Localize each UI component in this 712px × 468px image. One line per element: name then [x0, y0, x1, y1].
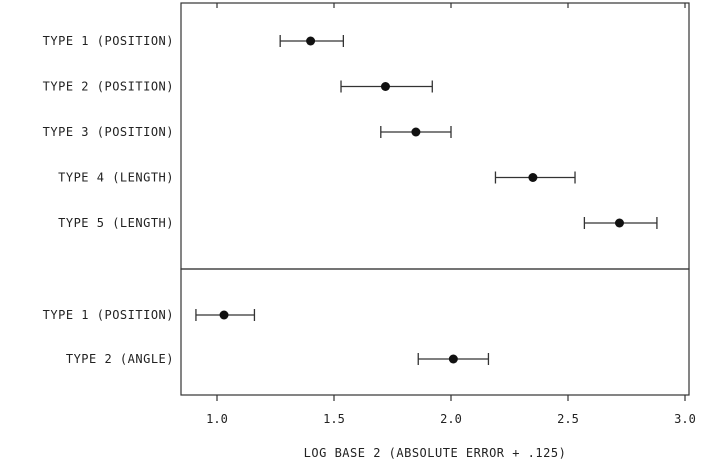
upper-data-point: [614, 218, 624, 228]
x-tick-label: 2.0: [440, 412, 462, 426]
lower-panel-rows: TYPE 1 (POSITION) TYPE 2 (ANGLE): [43, 308, 490, 366]
x-tick-label: 1.0: [206, 412, 228, 426]
lower-row-label: TYPE 1 (POSITION): [43, 308, 174, 322]
upper-data-point: [306, 36, 316, 46]
x-tick-label: 1.5: [323, 412, 345, 426]
upper-row-label: TYPE 1 (POSITION): [43, 34, 174, 48]
x-axis-title: LOG BASE 2 (ABSOLUTE ERROR + .125): [304, 446, 567, 460]
lower-data-point: [219, 310, 229, 320]
upper-data-point: [380, 82, 390, 91]
x-tick-label: 3.0: [674, 412, 696, 426]
upper-row-label: TYPE 4 (LENGTH): [58, 171, 174, 185]
upper-panel-rows: TYPE 1 (POSITION) TYPE 2 (POSITION) TYPE 3…: [43, 34, 658, 230]
lower-row-label: TYPE 2 (ANGLE): [66, 352, 174, 366]
x-tick-label: 2.5: [557, 412, 579, 426]
upper-data-point: [528, 173, 538, 182]
lower-data-point: [448, 354, 458, 364]
upper-data-point: [411, 127, 421, 137]
upper-row-label: TYPE 3 (POSITION): [43, 125, 174, 139]
upper-row-label: TYPE 2 (POSITION): [43, 80, 174, 94]
x-axis: 1.0 1.5 2.0 2.5 3.0: [206, 3, 696, 426]
lower-panel-frame: [180, 268, 690, 396]
upper-row-label: TYPE 5 (LENGTH): [58, 216, 174, 230]
upper-panel-frame: [180, 2, 690, 270]
